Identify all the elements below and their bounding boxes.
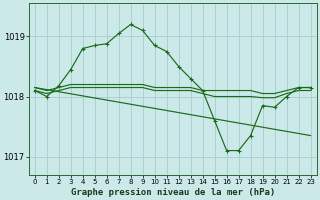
X-axis label: Graphe pression niveau de la mer (hPa): Graphe pression niveau de la mer (hPa): [70, 188, 275, 197]
